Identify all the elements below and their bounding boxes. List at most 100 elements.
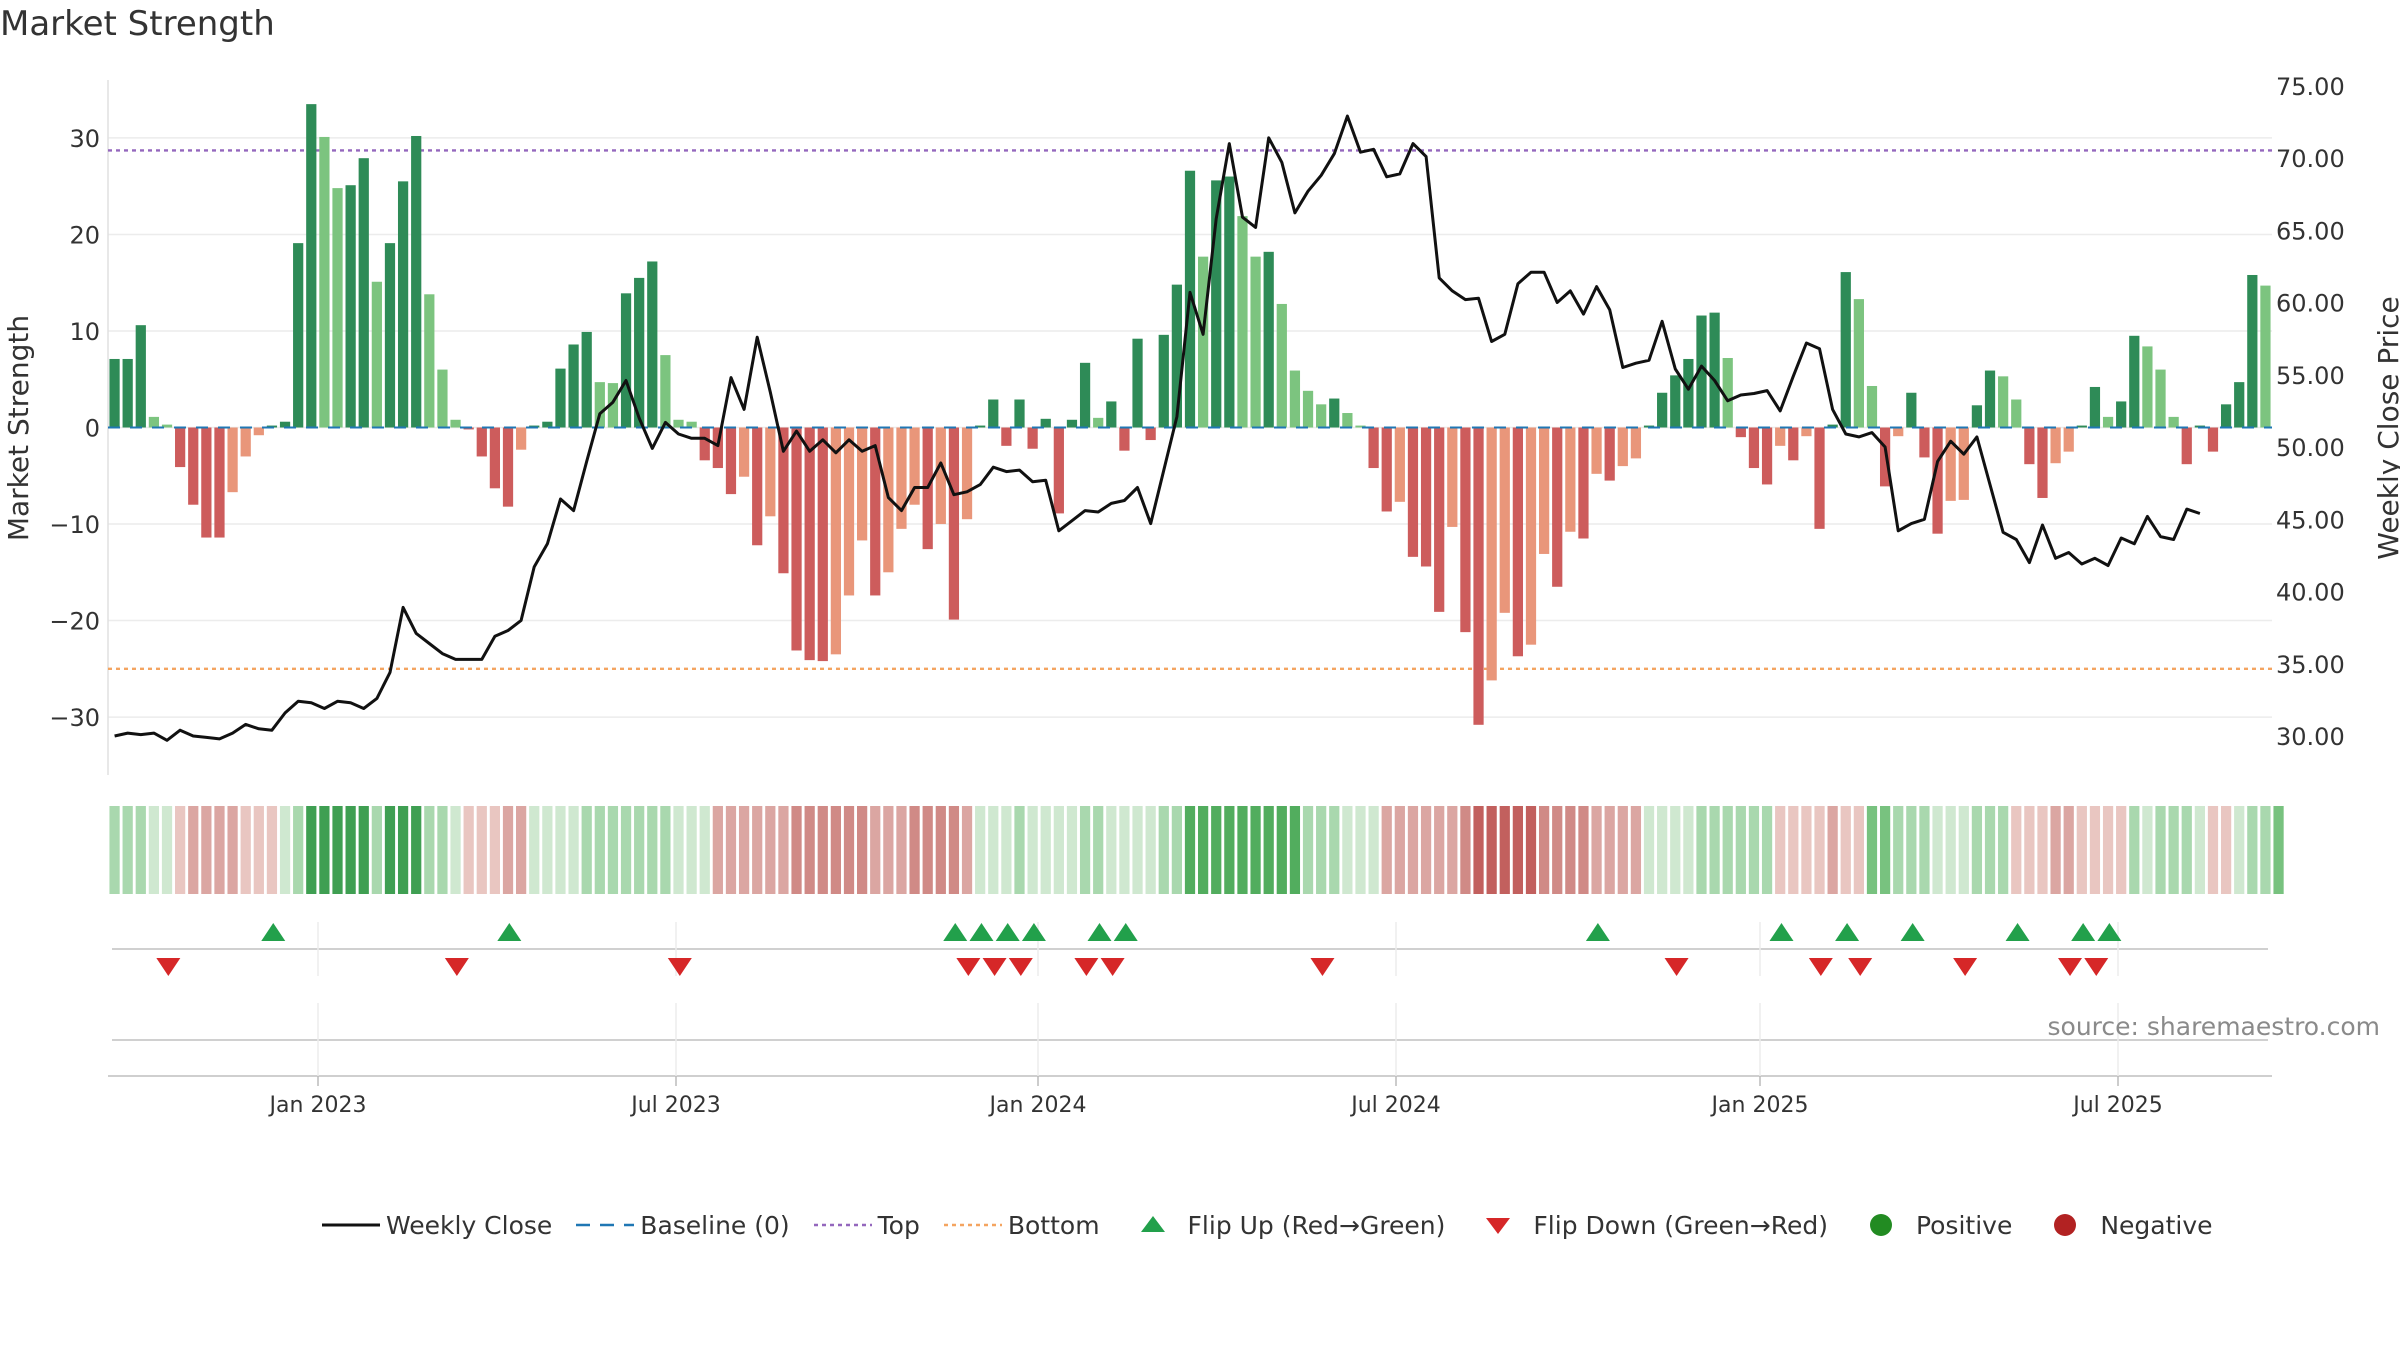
y-tick-label: 10 <box>69 318 100 346</box>
y-tick-label: 20 <box>69 221 100 249</box>
y-tick-label: 0 <box>85 415 100 443</box>
legend-label: Weekly Close <box>386 1210 553 1240</box>
heat-cell <box>2129 806 2140 894</box>
y-axis-label: Market Strength <box>2 315 35 541</box>
heat-cell <box>1565 806 1576 894</box>
strength-bar <box>1984 370 1996 428</box>
flip-up-marker <box>1087 923 1112 941</box>
strength-bar <box>306 104 317 428</box>
heat-cell <box>594 806 605 894</box>
weekly-close-line <box>114 114 2201 742</box>
strength-bar <box>1748 427 1760 469</box>
heat-cell <box>2063 806 2074 894</box>
strength-bar <box>791 427 802 651</box>
strength-bar <box>1775 427 1786 446</box>
heat-cell <box>1407 806 1419 894</box>
heat-cell <box>935 806 946 894</box>
source-label: source: sharemaestro.com <box>2047 1012 2381 1041</box>
strength-bar <box>830 427 842 655</box>
heat-cell <box>175 806 186 894</box>
heat-cell <box>358 806 369 894</box>
strength-bar <box>2050 427 2061 464</box>
heat-cell <box>2181 806 2192 894</box>
legend-label: Bottom <box>1007 1210 1100 1240</box>
strength-bar <box>2089 386 2101 428</box>
strength-bar <box>594 382 605 428</box>
heat-cell <box>961 806 973 894</box>
strength-bar <box>1053 427 1064 514</box>
flip-down-marker <box>1310 958 1335 976</box>
strength-bar <box>1499 427 1510 613</box>
heat-cell <box>1984 806 1996 894</box>
strength-bar <box>293 243 304 428</box>
strength-bar <box>1237 216 1248 428</box>
heat-cell <box>2207 806 2219 894</box>
strength-bar <box>699 427 710 461</box>
strength-bar <box>1512 427 1523 657</box>
strength-bar <box>1998 376 2009 428</box>
legend-swatch-line <box>320 1205 382 1245</box>
heat-cell <box>1040 806 1051 894</box>
heat-cell <box>2273 806 2284 894</box>
heat-cell <box>1722 806 1733 894</box>
strength-bar <box>2037 427 2048 498</box>
heat-cell <box>516 806 527 894</box>
flip-up-marker <box>497 923 522 941</box>
x-tick-label: Jan 2023 <box>268 1093 367 1118</box>
heat-cell <box>1814 806 1825 894</box>
heat-cell <box>1893 806 1904 894</box>
strength-bar <box>1853 299 1864 428</box>
flip-up-marker <box>1021 923 1046 941</box>
strength-bar <box>1040 418 1051 428</box>
flip-up-marker <box>2005 923 2030 941</box>
heat-cell <box>791 806 802 894</box>
heat-cell <box>1617 806 1628 894</box>
heat-cell <box>1709 806 1720 894</box>
strength-bar <box>161 424 173 428</box>
heat-cell <box>1866 806 1878 894</box>
flip-up-marker <box>1835 923 1860 941</box>
heat-cell <box>922 806 933 894</box>
heat-cell <box>634 806 645 894</box>
heat-cell <box>725 806 737 894</box>
heat-cell <box>1171 806 1182 894</box>
heat-cell <box>830 806 842 894</box>
strength-bar <box>148 416 160 428</box>
heat-cell <box>988 806 999 894</box>
strength-bar <box>1932 427 1943 534</box>
flip-up-marker <box>1900 923 1925 941</box>
strength-bar <box>109 358 120 428</box>
strength-bar <box>1735 427 1746 438</box>
heat-cell <box>345 806 356 894</box>
heat-cell <box>306 806 317 894</box>
strength-bar <box>1788 427 1799 461</box>
legend-item: Negative <box>2034 1205 2213 1245</box>
strength-bar <box>673 419 684 428</box>
strength-bar <box>634 277 645 428</box>
heat-cell <box>1329 806 1340 894</box>
strength-bar <box>1879 427 1891 487</box>
y-tick-label: −20 <box>49 608 100 636</box>
heat-cell <box>1486 806 1497 894</box>
legend-label: Positive <box>1915 1210 2013 1240</box>
heat-cell <box>765 806 776 894</box>
heat-cell <box>122 806 133 894</box>
strength-bar <box>1696 315 1707 428</box>
heat-cell <box>948 806 960 894</box>
strength-bar <box>175 427 186 468</box>
strength-bar <box>253 427 264 436</box>
strength-bar <box>1224 176 1235 428</box>
strength-bar <box>1906 392 1917 428</box>
strength-bar <box>817 427 828 662</box>
strength-bar <box>712 427 723 469</box>
heat-cell <box>1420 806 1432 894</box>
heat-cell <box>1525 806 1537 894</box>
heat-cell <box>1735 806 1746 894</box>
heat-cell <box>620 806 632 894</box>
heat-cell <box>1079 806 1091 894</box>
x-tick-label: Jul 2024 <box>1349 1093 1441 1118</box>
legend-swatch-baseline <box>574 1205 636 1245</box>
strength-bar <box>397 181 409 428</box>
strength-bar <box>686 421 697 428</box>
strength-bar <box>1119 427 1130 451</box>
